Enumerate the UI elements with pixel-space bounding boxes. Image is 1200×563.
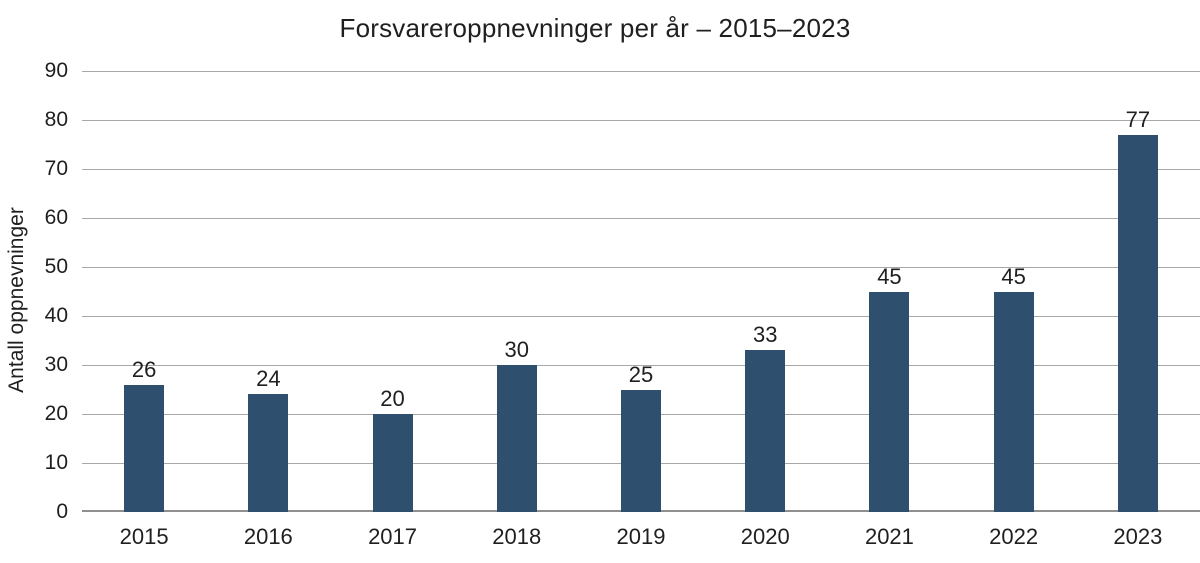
y-axis-tick-label: 10 [44,451,68,474]
x-axis-tick-label: 2020 [740,524,790,549]
bar [1117,134,1158,512]
bar [248,394,289,512]
y-axis-tick-label: 20 [44,402,68,425]
x-axis-tick-label: 2016 [243,524,293,549]
y-axis-tick-label: 80 [44,108,68,131]
x-axis-tick-label: 2018 [492,524,542,549]
y-axis-tick-label: 50 [44,255,68,278]
bar [869,291,910,512]
bar [745,350,786,512]
x-axis-tick-label: 2015 [119,524,169,549]
gridline [82,315,1200,317]
bar [124,384,165,512]
bar-value-label: 24 [256,366,281,392]
gridline [82,266,1200,268]
x-axis-tick-label: 2023 [1113,524,1163,549]
gridline [82,168,1200,170]
bar-value-label: 45 [877,263,902,289]
chart-title: Forsvareroppnevninger per år – 2015–2023 [339,13,851,43]
x-axis-tick-label: 2019 [616,524,666,549]
y-axis-tick-label: 70 [44,157,68,180]
bar [621,389,661,512]
bar-value-label: 77 [1125,106,1151,132]
bar [372,414,413,512]
bar-value-label: 30 [504,337,530,362]
y-axis-tick-label: 60 [44,206,68,229]
bar-value-label: 20 [380,386,405,411]
bar-value-label: 33 [752,322,778,348]
x-axis-tick-label: 2021 [864,524,914,549]
plot-area: 0 10 20 30 40 50 60 70 80 90 26 2015 24 2016 20 2017 30 2… [45,59,1200,549]
y-axis-tick-label: 40 [44,304,68,327]
x-axis-tick-label: 2017 [368,524,418,549]
gridline [82,119,1200,121]
gridline [82,217,1200,219]
bar-value-label: 45 [1001,263,1026,289]
y-axis-title: Antall oppnevninger [5,207,28,393]
bar-value-label: 26 [131,356,157,382]
bar [993,291,1034,512]
gridline [82,364,1200,366]
bar-value-label: 25 [628,361,654,387]
y-axis-tick-label: 90 [44,59,68,82]
bar [496,365,537,512]
y-axis-tick-label: 0 [56,500,68,523]
x-axis-tick-label: 2022 [989,524,1039,549]
gridline [82,70,1200,72]
y-axis-tick-label: 30 [44,353,68,376]
